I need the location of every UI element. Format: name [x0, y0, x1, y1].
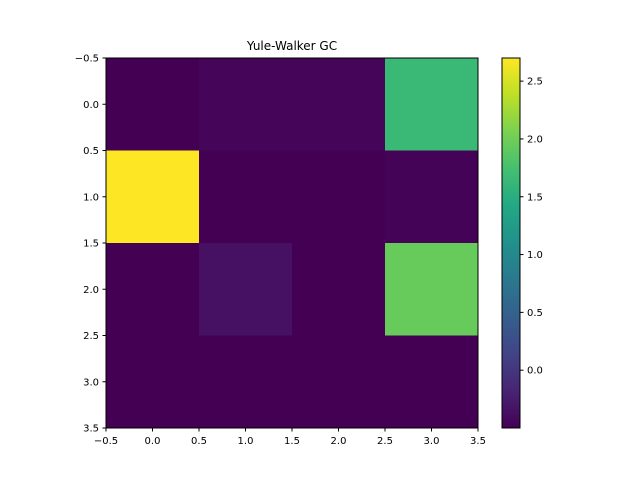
colorbar-tick-label: 0.5 — [527, 308, 543, 319]
chart-title: Yule-Walker GC — [246, 39, 337, 53]
x-axis: −0.5 0.0 0.5 1.0 1.5 2.0 2.5 3.0 3.5 — [94, 428, 486, 447]
y-tick-label: 1.5 — [83, 239, 99, 250]
colorbar-tick-label: 0.0 — [527, 366, 543, 377]
colorbar-tick-label: 2.0 — [527, 134, 543, 145]
x-tick-label: 3.0 — [424, 436, 440, 447]
x-tick-label: 2.0 — [331, 436, 347, 447]
heatmap-cell-r1-c1 — [199, 150, 293, 244]
heatmap-cell-r3-c2 — [292, 335, 386, 429]
heatmap-cell-r1-c2 — [292, 150, 386, 244]
x-tick-label: 3.5 — [470, 436, 486, 447]
heatmap-cell-r2-c0 — [106, 243, 200, 336]
x-tick-label: 0.0 — [145, 436, 161, 447]
x-tick-label: 1.0 — [238, 436, 254, 447]
colorbar-tick-label: 1.5 — [527, 192, 543, 203]
heatmap-cell-r1-c0 — [106, 150, 200, 244]
heatmap-cell-r3-c3 — [385, 335, 479, 429]
heatmap-cells — [106, 58, 479, 429]
y-tick-label: 3.0 — [83, 377, 99, 388]
colorbar-tick-label: 2.5 — [527, 77, 543, 88]
y-tick-label: −0.5 — [75, 54, 99, 65]
heatmap-cell-r0-c1 — [199, 58, 293, 151]
colorbar — [501, 57, 521, 429]
y-tick-label: 0.0 — [83, 100, 99, 111]
x-tick-label: 0.5 — [191, 436, 207, 447]
heatmap-cell-r3-c0 — [106, 335, 200, 429]
x-tick-label: 1.5 — [284, 436, 300, 447]
heatmap-cell-r0-c3 — [385, 58, 479, 151]
heatmap-cell-r2-c1 — [199, 243, 293, 336]
y-axis: −0.5 0.0 0.5 1.0 1.5 2.0 2.5 3.0 3.5 — [75, 54, 106, 435]
colorbar-tick-label: 1.0 — [527, 250, 543, 261]
y-tick-label: 0.5 — [83, 146, 99, 157]
heatmap-cell-r2-c2 — [292, 243, 386, 336]
y-tick-label: 3.5 — [83, 424, 99, 435]
heatmap-cell-r1-c3 — [385, 150, 479, 244]
heatmap-cell-r0-c2 — [292, 58, 386, 151]
x-tick-label: −0.5 — [94, 436, 118, 447]
y-tick-label: 1.0 — [83, 192, 99, 203]
x-tick-label: 2.5 — [377, 436, 393, 447]
y-tick-label: 2.5 — [83, 331, 99, 342]
heatmap-cell-r2-c3 — [385, 243, 479, 336]
heatmap-cell-r0-c0 — [106, 58, 200, 151]
y-tick-label: 2.0 — [83, 285, 99, 296]
heatmap-cell-r3-c1 — [199, 335, 293, 429]
colorbar-axis: 0.0 0.5 1.0 1.5 2.0 2.5 — [520, 77, 543, 377]
